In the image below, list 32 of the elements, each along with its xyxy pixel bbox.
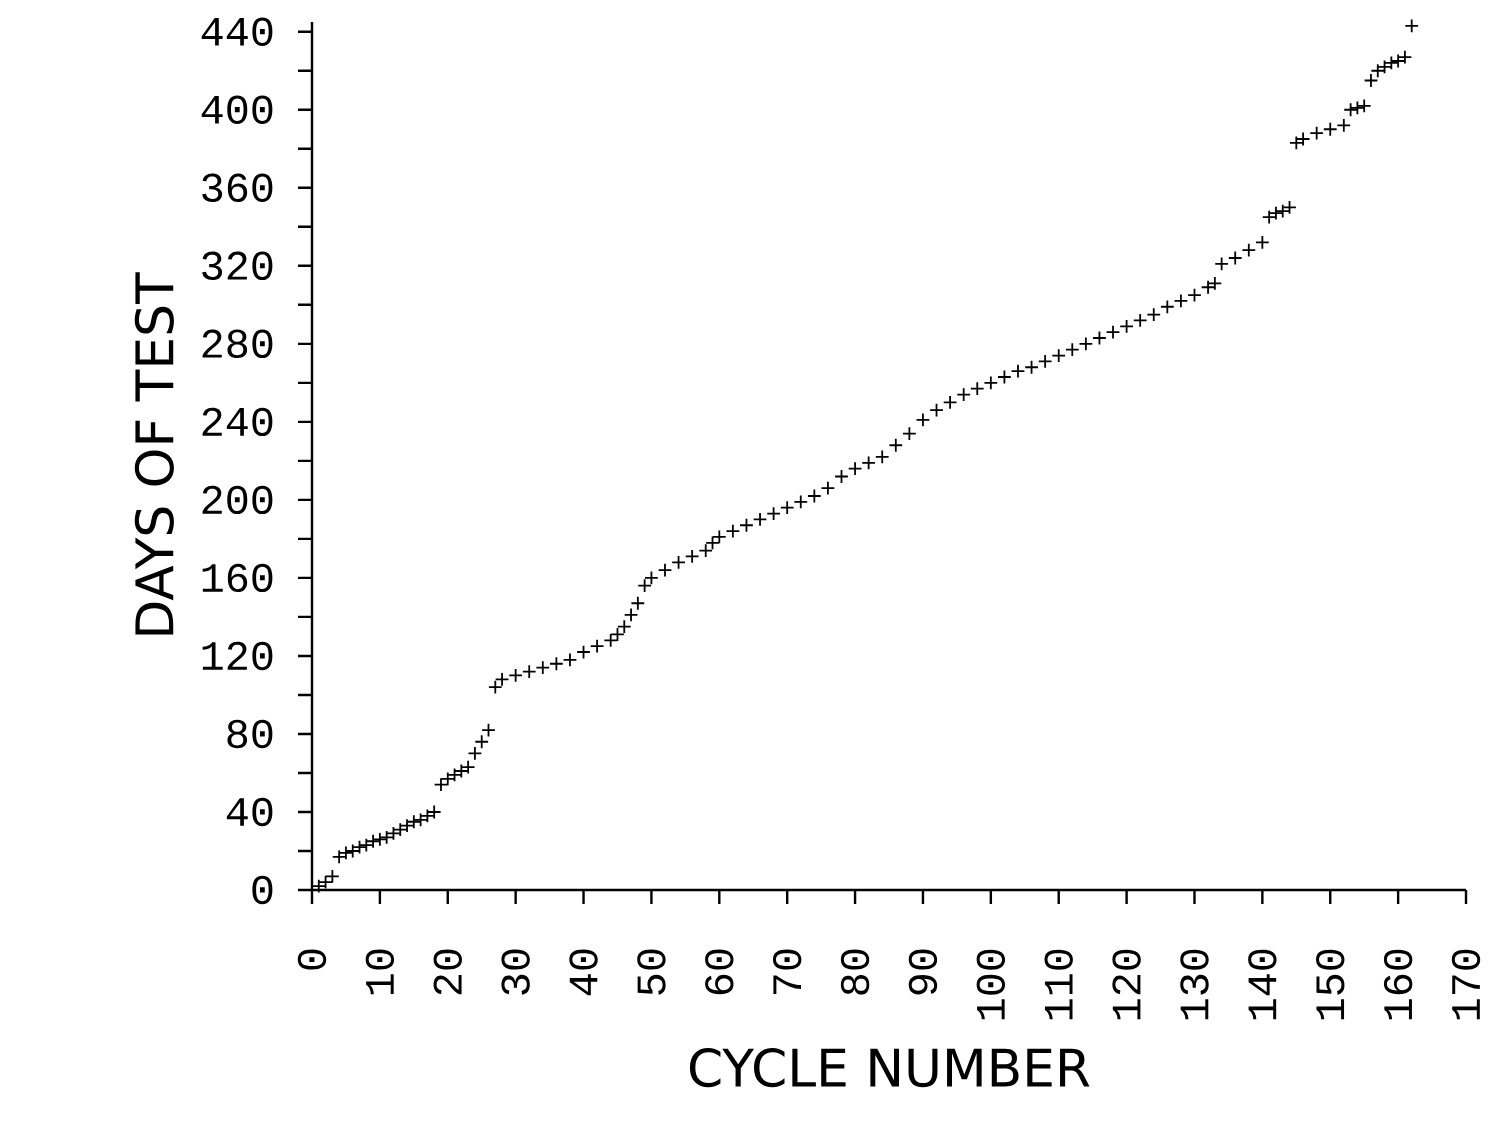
x-tick-label: 120 (1112, 949, 1141, 1020)
x-tick-label: 80 (840, 949, 870, 995)
y-tick-label: 240 (202, 407, 273, 437)
x-tick-label: 50 (637, 949, 666, 995)
x-tick-label: 20 (433, 949, 462, 995)
x-tick-label: 60 (705, 949, 734, 995)
y-tick-label: 360 (202, 173, 273, 202)
x-tick-label: 40 (569, 949, 598, 996)
x-tick-label: 10 (365, 949, 395, 995)
x-tick-label: 160 (1383, 949, 1413, 1020)
x-tick-label: 170 (1451, 949, 1481, 1020)
y-tick-label: 80 (227, 719, 273, 749)
x-tick-label: 140 (1248, 949, 1277, 1020)
y-tick-label: 400 (201, 95, 273, 124)
x-tick-label: 110 (1044, 949, 1073, 1020)
y-tick-label: 200 (202, 485, 273, 515)
x-tick-label: 90 (908, 949, 938, 995)
y-axis-title: DAYS OF TEST (134, 272, 174, 635)
x-axis-title: CYCLE NUMBER (689, 1048, 1090, 1088)
x-tick-label: 130 (1180, 949, 1209, 1020)
y-tick-label: 440 (201, 17, 273, 46)
y-tick-label: 120 (202, 641, 273, 671)
x-tick-label: 70 (772, 949, 802, 995)
y-tick-label: 160 (202, 563, 273, 593)
y-tick-label: 280 (202, 329, 273, 359)
x-tick-label: 0 (297, 949, 327, 970)
x-tick-label: 150 (1316, 949, 1345, 1020)
y-tick-label: 40 (226, 797, 273, 827)
y-tick-label: 0 (252, 875, 273, 905)
y-tick-label: 320 (202, 251, 273, 281)
x-tick-label: 30 (501, 949, 530, 995)
x-tick-label: 100 (976, 949, 1006, 1020)
